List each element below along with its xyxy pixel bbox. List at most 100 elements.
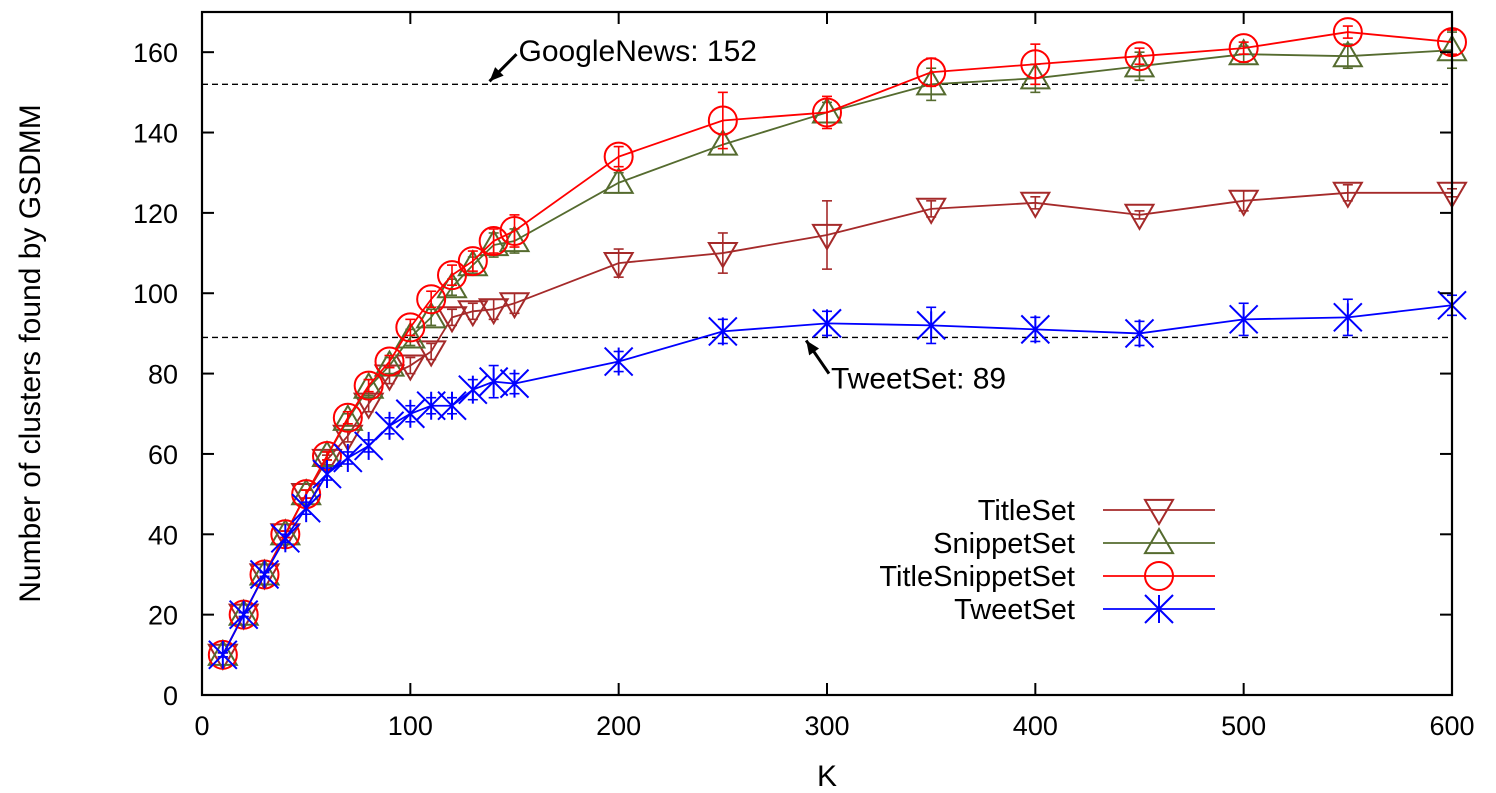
data-point	[208, 640, 238, 670]
axes-layer: 0 100 200 300 400 500 600 0 20 40 60 80 100 120 140 160…	[14, 10, 1475, 793]
data-point	[1228, 33, 1259, 64]
data-point	[374, 346, 405, 377]
data-point	[457, 246, 488, 277]
data-point	[1020, 314, 1051, 345]
data-point	[811, 223, 843, 251]
data-point	[395, 399, 426, 429]
data-point	[498, 292, 531, 320]
data-point-shape	[457, 300, 489, 328]
data-point	[499, 368, 530, 399]
data-point-shape	[352, 371, 385, 399]
data-point-shape	[707, 128, 739, 156]
plot-layer: GoogleNews: 152 TweetSet: 89	[202, 17, 1468, 671]
data-point	[291, 493, 321, 523]
data-point	[602, 252, 635, 280]
data-point-shape	[436, 271, 468, 299]
legend-label-titleset: TitleSet	[978, 495, 1075, 527]
data-point	[603, 346, 634, 377]
data-point	[1123, 203, 1156, 231]
data-point	[478, 226, 509, 257]
reference-label-0: GoogleNews: 152	[519, 35, 757, 68]
series-line-tweetset	[222, 304, 1453, 656]
data-point	[915, 68, 947, 96]
data-point	[1333, 302, 1363, 333]
data-point	[708, 316, 738, 347]
data-point-shape	[1228, 33, 1259, 64]
data-point	[1227, 38, 1260, 66]
data-point-shape	[269, 523, 302, 551]
data-point	[1020, 49, 1051, 80]
data-point	[394, 354, 427, 382]
legend-marker-titleset	[1143, 498, 1175, 526]
data-point-shape	[394, 354, 427, 382]
data-point-shape	[353, 370, 384, 401]
legend-label-snippetset: SnippetSet	[933, 528, 1075, 560]
y-tick-label: 60	[148, 440, 178, 470]
data-point-shape	[707, 105, 738, 136]
x-tick-label: 200	[596, 711, 641, 741]
data-point	[603, 141, 634, 172]
reference-arrow-head-0	[489, 67, 504, 82]
data-point	[1227, 189, 1260, 217]
data-point-shape	[415, 301, 447, 329]
data-point	[602, 166, 635, 194]
data-point-shape	[1227, 189, 1260, 217]
data-point	[1124, 41, 1155, 72]
data-point-shape	[1123, 50, 1156, 78]
data-point	[1019, 191, 1052, 219]
data-point	[395, 312, 426, 343]
data-point	[269, 523, 302, 551]
data-point-shape	[478, 226, 509, 257]
data-point	[707, 128, 739, 156]
data-point-shape	[415, 340, 447, 368]
data-point	[916, 310, 946, 341]
data-point	[812, 97, 842, 128]
data-point	[1332, 17, 1363, 48]
data-point-shape	[332, 402, 363, 433]
data-point	[415, 301, 447, 329]
series-line-titlesnippetset	[222, 31, 1453, 656]
data-point-shape	[1020, 49, 1051, 80]
data-point	[437, 391, 467, 421]
data-point	[458, 374, 488, 405]
x-tick-label: 300	[804, 711, 849, 741]
data-point	[352, 371, 385, 399]
data-point-shape	[707, 241, 739, 270]
y-tick-label: 20	[148, 601, 178, 631]
y-tick-label: 40	[148, 520, 178, 550]
x-tick-label: 500	[1221, 711, 1266, 741]
series-line-snippetset	[222, 49, 1453, 656]
legend: TitleSetSnippetSetTitleSnippetSetTweetSe…	[879, 495, 1215, 626]
legend-label-tweetset: TweetSet	[954, 594, 1075, 626]
data-point	[270, 523, 301, 554]
data-point-shape	[416, 284, 447, 315]
data-point	[436, 271, 468, 299]
x-tick-label: 400	[1013, 711, 1058, 741]
data-point	[332, 403, 364, 431]
legend-label-titlesnippetset: TitleSnippetSet	[879, 561, 1075, 593]
data-point	[333, 443, 363, 473]
legend-marker-tweetset	[1144, 594, 1174, 624]
x-tick-label: 100	[388, 711, 433, 741]
legend-marker-titlesnippetset-shape	[1144, 561, 1174, 591]
data-point	[707, 241, 739, 270]
data-point-shape	[1019, 191, 1052, 219]
data-point-shape	[437, 260, 467, 291]
data-point	[312, 459, 342, 489]
x-tick-label: 600	[1429, 711, 1474, 741]
data-point-shape	[1332, 181, 1364, 209]
y-tick-label: 100	[133, 279, 178, 309]
reference-arrow-head-1	[806, 340, 820, 356]
data-point-shape	[1332, 40, 1364, 68]
data-point	[1124, 318, 1155, 349]
data-point	[812, 308, 842, 339]
data-point-shape	[812, 97, 842, 128]
reference-label-1: TweetSet: 89	[831, 363, 1006, 396]
data-point	[1332, 181, 1364, 209]
data-point-shape	[915, 68, 947, 96]
y-tick-label: 120	[133, 199, 178, 229]
y-axis-label: Number of clusters found by GSDMM	[14, 104, 47, 603]
data-point	[437, 260, 467, 291]
y-tick-label: 0	[163, 681, 178, 711]
